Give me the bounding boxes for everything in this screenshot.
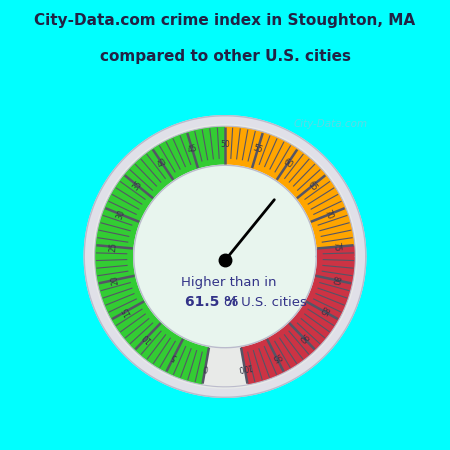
Text: 70: 70 (323, 208, 335, 220)
Text: 55: 55 (252, 144, 264, 155)
Text: 10: 10 (140, 331, 154, 344)
Text: 85: 85 (317, 305, 329, 317)
Text: compared to other U.S. cities: compared to other U.S. cities (99, 49, 351, 63)
Text: 60: 60 (281, 157, 294, 170)
Text: 40: 40 (156, 157, 169, 170)
Text: 65: 65 (306, 180, 319, 193)
Text: 45: 45 (186, 144, 198, 155)
Text: City-Data.com crime index in Stoughton, MA: City-Data.com crime index in Stoughton, … (35, 13, 415, 27)
Text: 5: 5 (170, 351, 178, 361)
Text: City-Data.com: City-Data.com (294, 119, 368, 129)
Text: 95: 95 (270, 350, 282, 363)
Polygon shape (84, 116, 366, 397)
Text: 100: 100 (237, 361, 252, 373)
Text: Higher than in: Higher than in (181, 276, 277, 289)
Text: 80: 80 (329, 274, 340, 285)
Polygon shape (241, 245, 356, 385)
Text: 75: 75 (332, 242, 342, 252)
Text: of U.S. cities: of U.S. cities (224, 296, 307, 309)
Text: 0: 0 (202, 362, 209, 372)
Polygon shape (94, 126, 225, 385)
Polygon shape (93, 125, 357, 388)
Text: 90: 90 (296, 330, 310, 344)
Text: 35: 35 (131, 180, 144, 193)
Polygon shape (134, 165, 316, 348)
Polygon shape (225, 126, 355, 248)
Text: 30: 30 (115, 208, 127, 220)
Text: 50: 50 (220, 140, 230, 149)
Text: 15: 15 (121, 305, 133, 317)
Text: 61.5 %: 61.5 % (185, 295, 238, 309)
Text: 20: 20 (110, 274, 121, 285)
Text: 25: 25 (108, 242, 118, 252)
